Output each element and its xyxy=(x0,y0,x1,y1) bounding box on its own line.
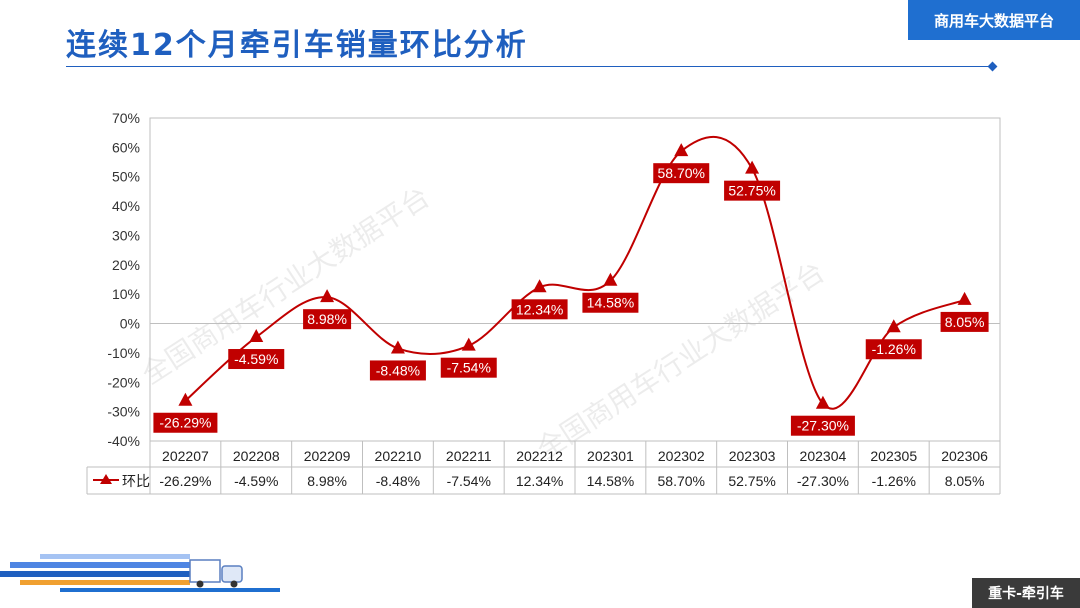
table-cell: 12.34% xyxy=(516,473,563,489)
table-cell: -27.30% xyxy=(797,473,849,489)
y-tick-label: 40% xyxy=(112,198,140,214)
data-label-box xyxy=(653,163,710,184)
x-tick-label: 202304 xyxy=(800,448,847,464)
y-tick-label: 20% xyxy=(112,257,140,273)
data-label-box xyxy=(303,309,352,330)
data-point xyxy=(320,289,335,303)
y-tick-label: -30% xyxy=(107,404,140,420)
data-point xyxy=(249,329,264,343)
x-tick-label: 202208 xyxy=(233,448,280,464)
truck-fleet-icon xyxy=(0,554,280,592)
table-cell: 8.98% xyxy=(307,473,347,489)
data-label: 58.70% xyxy=(658,165,705,181)
data-label: 14.58% xyxy=(587,295,634,311)
data-label-box xyxy=(511,299,568,320)
data-point xyxy=(461,337,476,351)
x-tick-label: 202212 xyxy=(516,448,563,464)
data-label: -7.54% xyxy=(447,360,491,376)
watermark-text: 全国商用车行业大数据平台 xyxy=(136,180,436,391)
table-cell: -7.54% xyxy=(447,473,491,489)
y-tick-label: 0% xyxy=(120,316,140,332)
data-label-box xyxy=(724,180,781,201)
table-cell: -26.29% xyxy=(159,473,211,489)
x-tick-label: 202303 xyxy=(729,448,776,464)
y-tick-label: 70% xyxy=(112,110,140,126)
data-label-box xyxy=(865,339,922,360)
x-tick-label: 202211 xyxy=(446,448,492,464)
title-underline xyxy=(66,66,994,67)
data-label-box xyxy=(228,349,285,370)
legend-label: 环比 xyxy=(122,473,150,489)
data-label-box xyxy=(940,311,989,332)
y-tick-label: 60% xyxy=(112,139,140,155)
data-label: 12.34% xyxy=(516,301,563,317)
x-tick-label: 202301 xyxy=(587,448,634,464)
x-tick-label: 202209 xyxy=(304,448,351,464)
data-label-box xyxy=(153,412,218,433)
legend-marker xyxy=(100,474,112,484)
data-label-box xyxy=(790,415,855,436)
table-cell: -4.59% xyxy=(234,473,278,489)
x-tick-label: 202305 xyxy=(870,448,917,464)
table-cell: -8.48% xyxy=(376,473,420,489)
data-point xyxy=(886,319,901,333)
data-point xyxy=(815,395,830,409)
data-label: 8.98% xyxy=(307,311,347,327)
data-label-box xyxy=(369,360,426,381)
y-tick-label: 10% xyxy=(112,286,140,302)
data-label: -4.59% xyxy=(234,351,278,367)
data-label: -27.30% xyxy=(797,418,849,434)
data-point xyxy=(390,340,405,354)
x-tick-label: 202207 xyxy=(162,448,209,464)
data-label: -8.48% xyxy=(376,362,420,378)
table-cell: -1.26% xyxy=(872,473,916,489)
data-label-box xyxy=(582,292,639,313)
data-point xyxy=(745,160,760,174)
data-label: -1.26% xyxy=(872,341,916,357)
y-tick-label: -20% xyxy=(107,374,140,390)
x-tick-label: 202210 xyxy=(375,448,422,464)
data-point xyxy=(532,279,547,293)
y-tick-label: 50% xyxy=(112,169,140,185)
y-tick-label: -10% xyxy=(107,345,140,361)
table-cell: 8.05% xyxy=(945,473,985,489)
table-cell: 58.70% xyxy=(658,473,705,489)
table-cell: 14.58% xyxy=(587,473,634,489)
data-point xyxy=(178,392,193,406)
table-cell: 52.75% xyxy=(728,473,775,489)
y-tick-label: 30% xyxy=(112,227,140,243)
data-label: -26.29% xyxy=(159,415,211,431)
data-point xyxy=(603,272,618,286)
data-label: 52.75% xyxy=(728,183,775,199)
data-point xyxy=(674,143,689,157)
brand-badge: 商用车大数据平台 xyxy=(908,0,1080,40)
data-label-box xyxy=(440,357,497,378)
footer-category-tag: 重卡-牵引车 xyxy=(972,578,1080,608)
x-tick-label: 202306 xyxy=(941,448,988,464)
data-label: 8.05% xyxy=(945,314,985,330)
x-tick-label: 202302 xyxy=(658,448,705,464)
page-title: 连续12个月牵引车销量环比分析 xyxy=(66,28,528,63)
y-tick-label: -40% xyxy=(107,433,140,449)
data-point xyxy=(957,291,972,305)
